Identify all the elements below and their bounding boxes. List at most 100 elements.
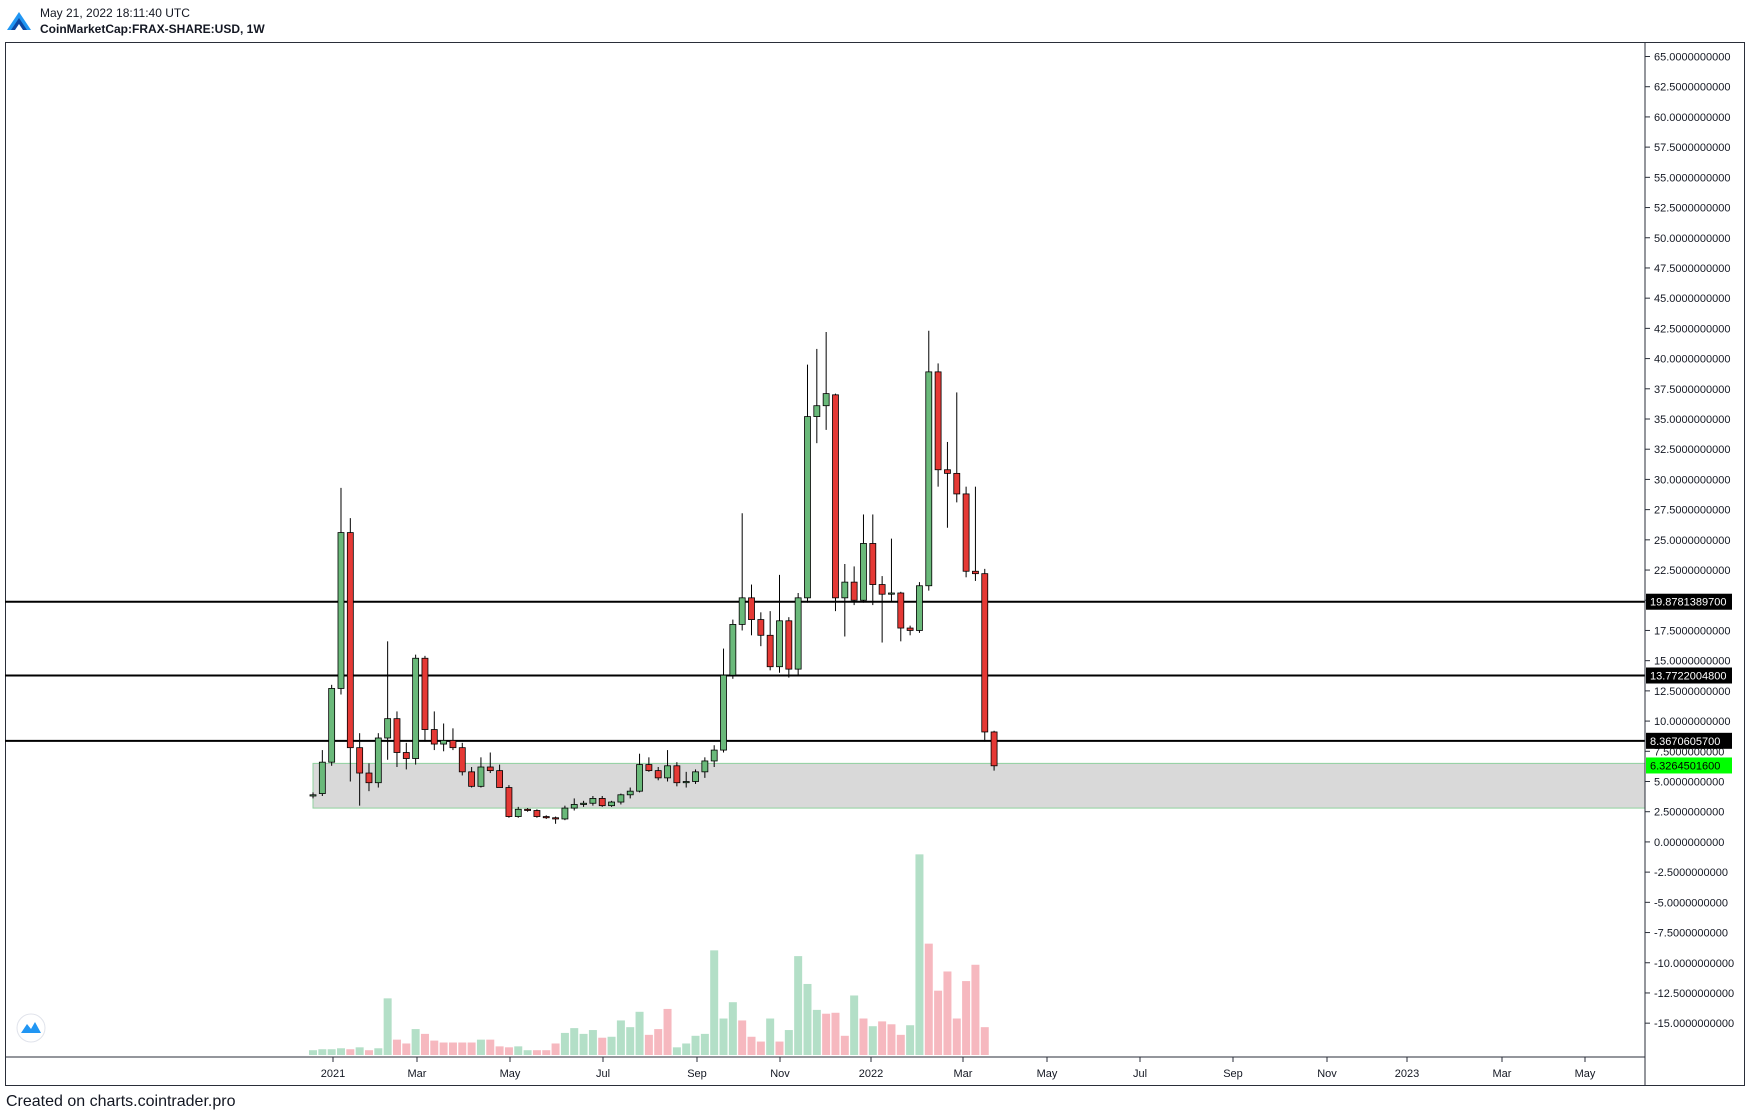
time-tick-label: May (1037, 1068, 1058, 1080)
candle-down (673, 762, 681, 787)
price-tick-label: 0.0000000000 (1654, 837, 1724, 849)
volume-bar (355, 1047, 364, 1055)
chart-header: May 21, 2022 18:11:40 UTC CoinMarketCap:… (40, 5, 265, 37)
volume-bar (318, 1049, 327, 1055)
price-tick-label: -7.5000000000 (1654, 928, 1728, 940)
candle-down (365, 763, 373, 792)
candle-down (468, 767, 476, 788)
candle-up (804, 364, 811, 603)
volume-bar (439, 1042, 448, 1055)
candle-down (598, 796, 606, 807)
volume-bar (327, 1049, 336, 1055)
candle-body (888, 592, 895, 595)
candle-up (561, 805, 569, 821)
volume-bar (448, 1042, 457, 1055)
candle-up (692, 769, 699, 784)
volume-bar (980, 1027, 989, 1055)
volume-bar (700, 1033, 709, 1055)
footer-credit: Created on charts.cointrader.pro (6, 1093, 236, 1110)
candle-body (309, 794, 317, 797)
timestamp: May 21, 2022 18:11:40 UTC (40, 6, 190, 20)
price-tick-label: 30.0000000000 (1654, 474, 1730, 486)
candle-body (524, 808, 531, 811)
volume-bar (570, 1028, 579, 1055)
candle-up (570, 798, 578, 811)
volume-bar (822, 1013, 831, 1055)
candle-down (421, 655, 429, 742)
candle-up (916, 582, 923, 633)
candle-body (468, 771, 476, 787)
volume-bar (812, 1009, 821, 1055)
candle-body (990, 731, 998, 767)
candle-body (430, 729, 438, 745)
volume-bar (551, 1043, 560, 1055)
volume-bar (756, 1041, 765, 1055)
candle-body (608, 801, 615, 807)
time-tick-label: Nov (770, 1068, 790, 1080)
candle-body (925, 371, 933, 587)
volume-bar (654, 1029, 663, 1055)
volume-bar (850, 995, 859, 1055)
candle-body (673, 765, 681, 784)
volume-bar (383, 998, 392, 1055)
time-tick-label: Sep (1223, 1068, 1243, 1080)
candle-down (785, 617, 793, 678)
time-tick-label: Jul (1133, 1068, 1147, 1080)
candle-body (402, 752, 410, 759)
candle-down (533, 809, 541, 818)
tradingview-logo-icon[interactable] (16, 1013, 46, 1043)
candle-up (822, 332, 830, 430)
volume-bar (514, 1046, 523, 1055)
chart-frame (5, 42, 1745, 1086)
candle-down (962, 486, 970, 578)
candle-up (701, 757, 709, 778)
candle-body (934, 371, 942, 471)
price-tick-label: 40.0000000000 (1654, 354, 1730, 366)
volume-bar (878, 1021, 887, 1055)
candle-body (458, 747, 466, 773)
symbol-title: CoinMarketCap:FRAX-SHARE:USD, 1W (40, 22, 265, 36)
candle-up (794, 593, 802, 676)
candle-up (776, 574, 783, 673)
candle-body (496, 770, 504, 788)
candle-body (412, 657, 420, 759)
candle-body (906, 627, 914, 631)
candle-body (813, 405, 821, 417)
price-tick-label: -5.0000000000 (1654, 897, 1728, 909)
candle-up (860, 514, 867, 603)
price-axis: 65.0000000000 62.5000000000 60.0000000000 5… (1645, 52, 1734, 1030)
candle-down (496, 764, 504, 788)
candle-body (645, 764, 653, 772)
volume-bar (906, 1025, 915, 1055)
candle-body (738, 597, 746, 625)
price-tick-label: 45.0000000000 (1654, 293, 1730, 305)
price-tick-label: 27.5000000000 (1654, 505, 1730, 517)
time-tick-label: 2021 (321, 1068, 345, 1080)
volume-bar (430, 1040, 439, 1055)
volume-bar (402, 1043, 411, 1055)
candle-body (654, 770, 662, 779)
candle-body (897, 592, 905, 629)
candle-down (906, 625, 914, 636)
candle-body (785, 620, 793, 670)
price-tags-layer: 19.8781389700 13.7722004800 8.3670605700 6.… (1646, 593, 1732, 774)
volume-bar (682, 1043, 691, 1055)
candle-down (972, 486, 979, 581)
candle-down (430, 711, 438, 751)
candle-body (393, 718, 401, 753)
candle-body (822, 393, 830, 407)
candle-down (869, 514, 877, 606)
price-tick-label: 10.0000000000 (1654, 716, 1730, 728)
candle-up (477, 757, 485, 788)
volume-bar (346, 1049, 355, 1055)
candle-down (393, 711, 401, 767)
volume-bar (635, 1011, 644, 1055)
candle-down (757, 612, 765, 647)
support-zone (312, 762, 1646, 809)
candle-down (542, 815, 550, 819)
time-tick-label: Sep (687, 1068, 707, 1080)
volume-bar (309, 1050, 317, 1055)
candle-down (552, 816, 559, 824)
volume-bar (831, 1012, 840, 1055)
